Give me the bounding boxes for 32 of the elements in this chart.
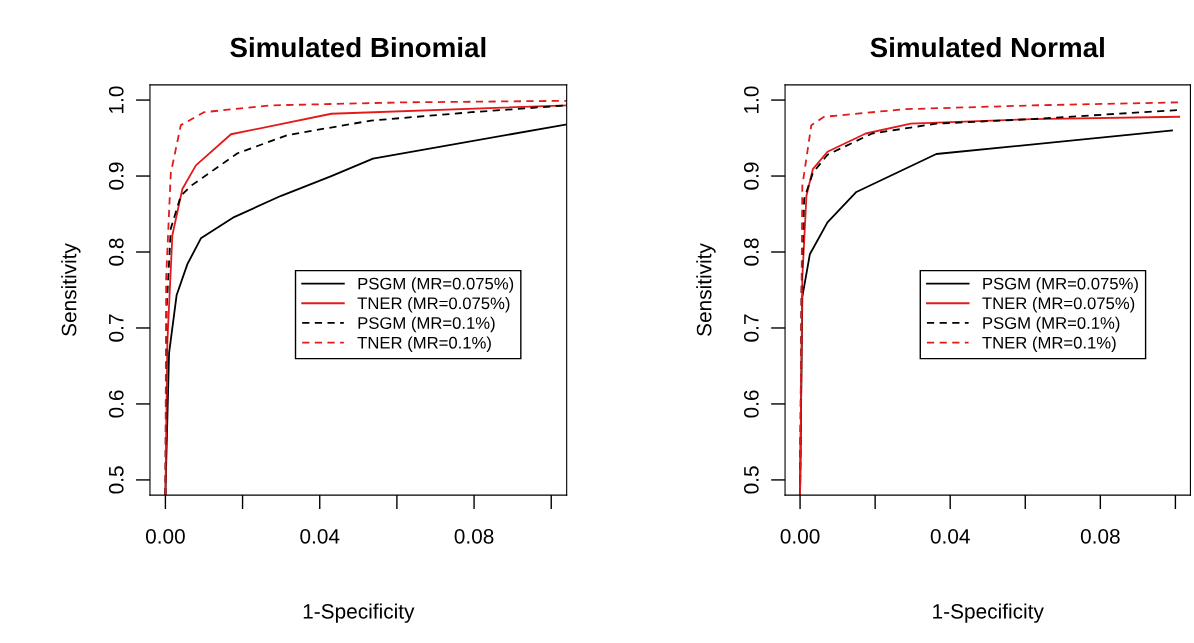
legend-label: TNER (MR=0.075%) (357, 296, 510, 313)
x-tick-label: 0.00 (780, 528, 820, 544)
x-axis-title: 1-Specificity (933, 603, 1044, 623)
y-tick-label: 0.5 (108, 466, 124, 494)
y-tick-label: 0.7 (743, 314, 759, 342)
y-tick-label: 0.9 (743, 162, 759, 190)
y-tick-label: 0.6 (108, 390, 124, 418)
chart-title: Simulated Normal (870, 36, 1104, 58)
legend-label: PSGM (MR=0.1%) (358, 316, 495, 333)
x-tick-label: 0.08 (454, 528, 494, 544)
y-axis-title: Sensitivity (61, 243, 81, 336)
chart-title: Simulated Binomial (230, 36, 486, 58)
y-axis-title: Sensitivity (696, 243, 716, 336)
x-axis-title: 1-Specificity (303, 603, 415, 623)
legend-label: PSGM (MR=0.075%) (358, 277, 514, 293)
y-tick-label: 0.7 (108, 314, 124, 342)
y-tick-label: 0.6 (743, 390, 759, 418)
y-tick-label: 1.0 (743, 86, 759, 113)
legend-label: PSGM (MR=0.1%) (983, 316, 1120, 333)
legend-label: TNER (MR=0.075%) (982, 296, 1135, 313)
y-tick-label: 0.8 (108, 238, 124, 266)
legend-label: PSGM (MR=0.075%) (983, 277, 1138, 293)
legend-label: TNER (MR=0.1%) (982, 336, 1116, 352)
x-tick-label: 0.04 (300, 528, 340, 544)
y-tick-label: 0.8 (743, 238, 759, 266)
y-tick-label: 0.5 (743, 466, 759, 494)
x-tick-label: 0.04 (930, 528, 970, 544)
legend-label: TNER (MR=0.1%) (357, 336, 491, 352)
x-tick-label: 0.00 (145, 528, 185, 544)
x-tick-label: 0.08 (1080, 528, 1120, 544)
y-tick-label: 1.0 (108, 86, 124, 113)
y-tick-label: 0.9 (108, 162, 124, 190)
